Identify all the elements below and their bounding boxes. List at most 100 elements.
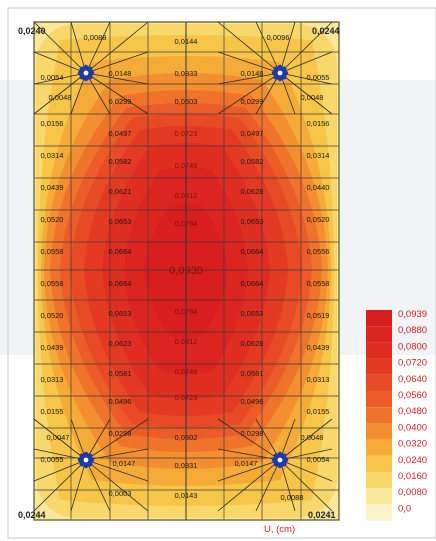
node-value-n18: 0,0156 xyxy=(307,119,330,128)
support-ray xyxy=(279,72,333,115)
support-icon-tooth xyxy=(89,70,95,76)
legend-label: 0,0720 xyxy=(398,358,427,369)
corner-label-top-left: 0,0240 xyxy=(18,26,46,36)
node-value-n25: 0,0621 xyxy=(109,187,132,196)
support-ray xyxy=(85,72,149,85)
legend-label: 0,0939 xyxy=(398,309,427,320)
node-value-n58: 0,0496 xyxy=(109,397,132,406)
node-value-n71: 0,0054 xyxy=(307,455,330,464)
node-value-n8: 0,0055 xyxy=(307,73,330,82)
support-icon-tooth xyxy=(83,463,89,469)
legend-swatch xyxy=(366,504,392,521)
legend-label: 0,0400 xyxy=(398,422,427,433)
support-icon-tooth xyxy=(83,64,89,70)
node-value-n32: 0,0653 xyxy=(241,217,264,226)
legend-swatch xyxy=(366,472,392,489)
support-ray xyxy=(33,51,87,74)
corner-label-top-right: 0,0244 xyxy=(312,26,340,36)
legend-label: 0,0800 xyxy=(398,341,427,352)
node-value-n41: 0,0558 xyxy=(307,279,330,288)
node-value-n7: 0,0148 xyxy=(241,69,264,78)
support-ray xyxy=(85,21,111,74)
support-icon-center xyxy=(83,70,89,76)
support-ray xyxy=(255,72,281,115)
support-ray xyxy=(279,72,296,115)
node-value-n44: 0,0794 xyxy=(175,307,198,316)
node-value-n24: 0,0439 xyxy=(41,183,64,192)
node-value-n23: 0,0314 xyxy=(307,151,330,160)
support-ray xyxy=(255,459,281,512)
support-ray xyxy=(217,21,281,74)
support-ray xyxy=(279,448,333,461)
support-ray xyxy=(279,72,333,85)
support-ray xyxy=(255,21,281,74)
node-value-n3: 0,0096 xyxy=(267,33,290,42)
node-value-n9: 0,0048 xyxy=(49,93,72,102)
support-ray xyxy=(85,459,149,512)
node-value-n13: 0,0048 xyxy=(301,93,324,102)
support-ray xyxy=(33,459,87,512)
legend-swatch xyxy=(366,488,392,505)
node-value-n43: 0,0653 xyxy=(109,309,132,318)
support-ray xyxy=(70,418,87,461)
node-value-n66: 0,0048 xyxy=(301,433,324,442)
support-ray xyxy=(85,51,149,74)
support-ray xyxy=(70,72,87,115)
support-ray xyxy=(33,72,87,115)
support-ray xyxy=(85,418,111,461)
support-icon-tooth xyxy=(271,70,277,76)
support-icon-tooth xyxy=(277,64,283,70)
node-value-n74: 0,0088 xyxy=(281,493,304,502)
node-value-n10: 0,0299 xyxy=(109,97,132,106)
node-value-n2: 0,0144 xyxy=(175,37,198,46)
node-value-n19: 0,0314 xyxy=(41,151,64,160)
node-value-n4: 0,0054 xyxy=(41,73,64,82)
node-value-n47: 0,0439 xyxy=(41,343,64,352)
node-value-n64: 0,0502 xyxy=(175,433,198,442)
node-value-n34: 0,0558 xyxy=(41,247,64,256)
node-value-n51: 0,0439 xyxy=(307,343,330,352)
node-value-n14: 0,0156 xyxy=(41,119,64,128)
support-icon-tooth xyxy=(273,462,278,467)
support-ray xyxy=(279,51,333,74)
support-ray xyxy=(217,448,281,461)
legend-label: 0,0320 xyxy=(398,439,427,450)
node-value-n33: 0,0520 xyxy=(307,215,330,224)
node-value-n50: 0,0628 xyxy=(241,339,264,348)
corner-label-bottom-left: 0,0244 xyxy=(18,510,46,520)
support-icon-tooth xyxy=(88,66,93,71)
support-ray xyxy=(217,72,281,115)
node-value-n61: 0,0155 xyxy=(307,407,330,416)
node-value-n22: 0,0582 xyxy=(241,157,264,166)
support-icon-tooth xyxy=(282,75,287,80)
node-value-n57: 0,0155 xyxy=(41,407,64,416)
legend-label: 0,0640 xyxy=(398,374,427,385)
support-icon-tooth xyxy=(273,75,278,80)
node-value-n1: 0,0088 xyxy=(84,33,107,42)
support-icon-tooth xyxy=(283,70,289,76)
node-value-n5: 0,0148 xyxy=(109,69,132,78)
support-icon-tooth xyxy=(271,457,277,463)
node-value-labels: 0,0088 0,0144 0,0096 0,0054 0,0148 0,0333 0,01… xyxy=(41,33,330,502)
node-value-n55: 0,0581 xyxy=(241,369,264,378)
node-value-n38: 0,0558 xyxy=(41,279,64,288)
legend-swatch xyxy=(366,342,392,359)
support-icon-tooth xyxy=(83,76,89,82)
node-value-n68: 0,0147 xyxy=(113,459,136,468)
node-value-n70: 0,0147 xyxy=(235,459,258,468)
corner-label-bottom-right: 0,0241 xyxy=(308,510,336,520)
support-ray xyxy=(255,418,281,461)
column-support xyxy=(217,418,333,512)
node-value-n31: 0,0794 xyxy=(175,219,198,228)
node-value-n49: 0,0812 xyxy=(175,337,198,346)
support-ray xyxy=(279,459,333,482)
support-icon-tooth xyxy=(77,70,83,76)
support-icon-tooth xyxy=(273,453,278,458)
support-icon-center xyxy=(277,457,283,463)
legend-label: 0,0160 xyxy=(398,471,427,482)
node-value-n37: 0,0556 xyxy=(307,247,330,256)
support-icon-tooth xyxy=(79,462,84,467)
node-value-n54: 0,0749 xyxy=(175,367,198,376)
node-value-n60: 0,0496 xyxy=(241,397,264,406)
